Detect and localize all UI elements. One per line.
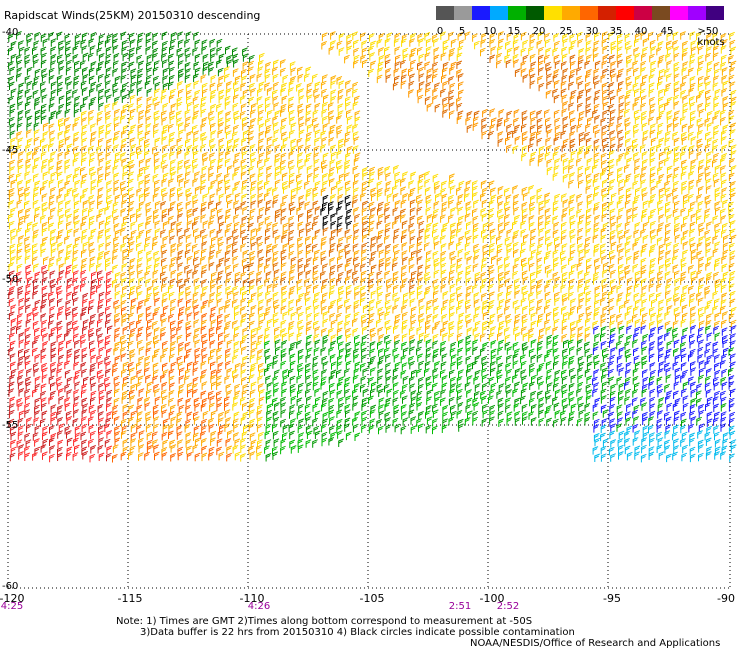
legend-label: 30 — [585, 26, 599, 37]
lon-label: -90 — [717, 592, 735, 605]
map-title: Rapidscat Winds(25KM) 20150310 descendin… — [4, 9, 261, 22]
legend-label: >50 knots — [697, 26, 725, 48]
legend-swatch — [472, 6, 491, 20]
legend-label: 0 — [436, 26, 444, 37]
lon-label: -105 — [359, 592, 385, 605]
legend-swatch — [598, 6, 617, 20]
lon-label: -110 — [239, 592, 265, 605]
legend-swatch — [544, 6, 563, 20]
legend-label: 40 — [634, 26, 648, 37]
legend-label: 25 — [559, 26, 573, 37]
legend-swatch — [688, 6, 707, 20]
legend-label: 15 — [507, 26, 521, 37]
legend-swatch — [490, 6, 509, 20]
note-line-2: 3)Data buffer is 22 hrs from 20150310 4)… — [140, 627, 575, 638]
lat-label: -45 — [2, 145, 19, 156]
lon-label: -100 — [479, 592, 505, 605]
legend-swatch — [508, 6, 527, 20]
legend-swatch — [652, 6, 671, 20]
legend-swatch — [454, 6, 473, 20]
lon-label: -115 — [117, 592, 143, 605]
legend-swatch — [580, 6, 599, 20]
time-label: 2:52 — [496, 601, 520, 612]
legend-swatch — [634, 6, 653, 20]
lon-label: -95 — [603, 592, 621, 605]
note-line-1: Note: 1) Times are GMT 2)Times along bot… — [116, 616, 533, 627]
legend-swatch — [706, 6, 724, 20]
legend-color-bar — [436, 6, 724, 20]
legend-swatch — [562, 6, 581, 20]
lat-label: -40 — [2, 27, 19, 38]
color-legend: 0 5 10 15 20 25 30 35 40 45 >50 knots — [436, 6, 736, 48]
time-label: 4:25 — [0, 601, 24, 612]
time-label: 4:26 — [247, 601, 271, 612]
legend-label: 20 — [532, 26, 546, 37]
time-label: 2:51 — [448, 601, 472, 612]
wind-barbs — [8, 31, 737, 463]
legend-label: 35 — [609, 26, 623, 37]
legend-swatch — [526, 6, 545, 20]
lat-label: -55 — [2, 420, 19, 431]
legend-swatch — [670, 6, 689, 20]
legend-label: 5 — [458, 26, 466, 37]
legend-label: 10 — [483, 26, 497, 37]
legend-swatch — [616, 6, 635, 20]
legend-swatch — [436, 6, 455, 20]
lat-label: -60 — [2, 581, 19, 592]
credit-line: NOAA/NESDIS/Office of Research and Appli… — [470, 638, 721, 649]
lon-label: -120 — [0, 592, 25, 605]
legend-label: 45 — [660, 26, 674, 37]
lat-label: -50 — [2, 274, 19, 285]
